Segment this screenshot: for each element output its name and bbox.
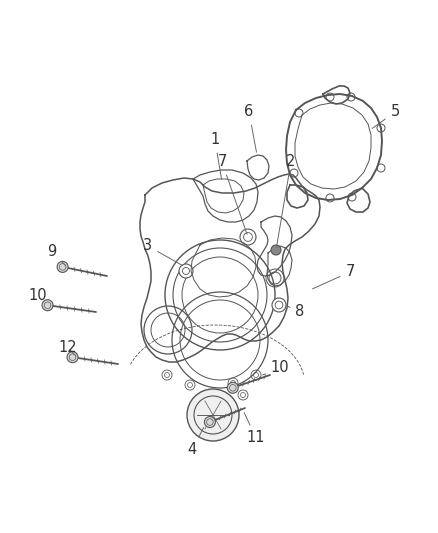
Circle shape [179,264,193,278]
Circle shape [57,261,68,272]
Circle shape [205,417,215,427]
Text: 7: 7 [217,155,247,235]
Text: 1: 1 [210,133,222,179]
Circle shape [240,229,256,245]
Text: 9: 9 [47,245,66,266]
Circle shape [272,298,286,312]
Circle shape [187,389,239,441]
Text: 11: 11 [244,413,265,446]
Circle shape [227,382,238,393]
Text: 10: 10 [262,360,290,376]
Text: 8: 8 [287,304,304,319]
Text: 3: 3 [143,238,183,265]
Text: 6: 6 [244,104,257,152]
Text: 2: 2 [276,155,296,247]
Text: 4: 4 [187,427,204,457]
Circle shape [271,245,281,255]
Circle shape [67,352,78,362]
Circle shape [42,300,53,311]
Text: 10: 10 [28,287,53,306]
Text: 5: 5 [372,104,399,128]
Text: 12: 12 [59,341,78,356]
Text: 7: 7 [313,264,355,289]
